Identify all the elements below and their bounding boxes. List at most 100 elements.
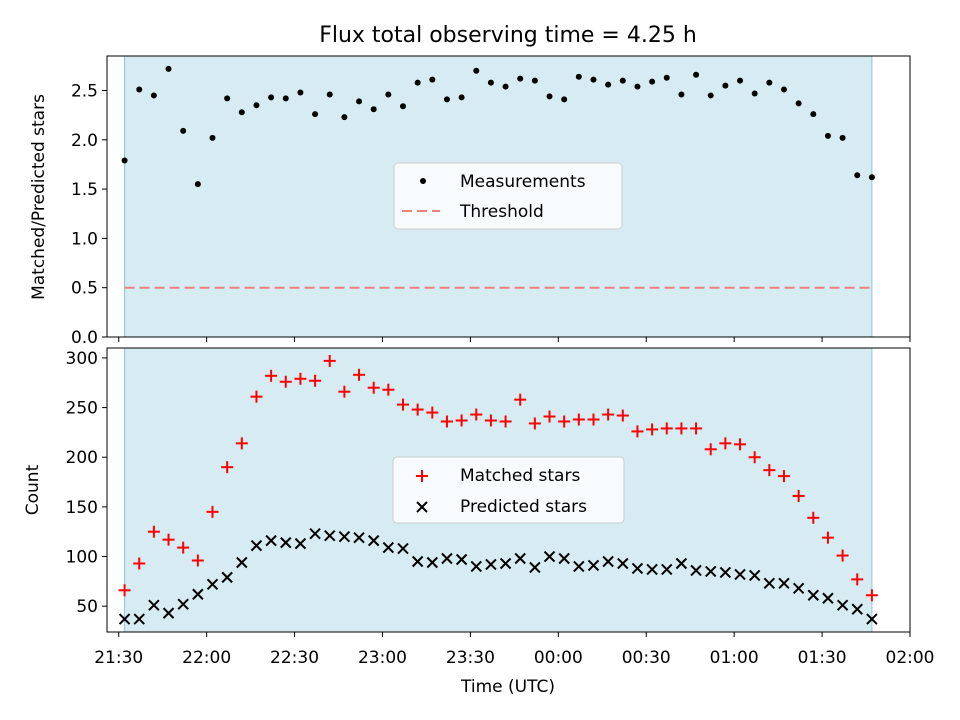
bottom-legend: Matched stars Predicted stars [392,456,625,524]
measurement-point [136,86,143,93]
predicted-star-point [748,569,761,582]
matched-star-point [338,385,351,398]
measurement-point [429,76,436,83]
x-tick-label: 00:30 [622,648,671,668]
predicted-star-point [236,556,248,569]
measurement-point [399,103,406,110]
predicted-star-point [866,613,878,625]
matched-star-point [177,541,190,554]
matched-star-point [602,408,615,421]
matched-star-point [323,354,336,367]
predicted-star-point [529,561,541,574]
measurement-point [370,106,377,113]
matched-star-point [631,425,644,438]
predicted-star-point [367,534,380,547]
measurement-point [341,114,348,121]
measurement-point [268,94,275,101]
legend-measurements-label: Measurements [460,172,586,192]
legend-threshold-label: Threshold [459,202,544,222]
matched-star-point [646,423,659,436]
predicted-star-point [162,607,175,619]
measurement-point [356,98,363,105]
y-tick-label: 200 [66,448,98,468]
matched-star-point [748,451,761,464]
y-tick-label: 300 [66,349,98,369]
matched-star-point [528,417,541,430]
predicted-star-point [265,534,277,547]
predicted-star-point [411,555,424,568]
legend-matched-label: Matched stars [460,466,580,486]
matched-star-point [763,464,776,477]
legend-matched-marker [416,470,428,482]
x-axis-label: Time (UTC) [460,677,555,697]
predicted-star-point [118,613,131,625]
predicted-star-point [499,557,512,570]
chart-title: Flux total observing time = 4.25 h [319,23,697,48]
measurement-point [780,86,787,93]
matched-star-point [133,557,146,570]
measurement-point [238,109,245,116]
bottom-y-axis-ticks: 50 100 150 200 250 300 [66,349,107,617]
matched-star-point [851,573,864,586]
measurement-point [751,90,758,97]
measurement-point [590,76,597,83]
matched-star-point [777,470,790,483]
measurement-point [575,73,582,80]
predicted-star-point [587,559,600,572]
matched-star-point [367,381,380,394]
x-tick-label: 22:00 [182,648,231,668]
y-tick-label: 2.0 [71,131,98,151]
x-tick-label: 01:30 [798,648,847,668]
x-tick-label: 02:00 [886,648,935,668]
x-tick-label: 21:30 [94,648,143,668]
predicted-star-point [382,541,395,554]
measurement-point [605,81,612,88]
measurement-point [282,95,289,102]
predicted-star-point [485,558,497,571]
matched-star-point [279,375,292,388]
matched-star-point [147,525,160,538]
predicted-star-point [250,539,263,552]
matched-star-point [865,589,878,602]
matched-star-point [250,390,263,403]
predicted-star-point [543,550,556,563]
predicted-star-point [690,564,702,577]
measurement-point [385,91,392,98]
matched-star-point [206,505,219,518]
y-tick-label: 100 [66,548,98,568]
predicted-star-point [807,589,819,601]
measurement-point [824,132,831,139]
matched-star-point [792,489,805,502]
predicted-star-point [778,577,790,590]
matched-star-point [719,437,732,450]
measurement-point [194,181,201,188]
matched-star-point [118,584,131,597]
bottom-legend-box [392,456,625,524]
top-y-axis-ticks: 0.0 0.5 1.0 1.5 2.0 2.5 [71,82,107,348]
measurement-point [517,75,524,82]
measurement-point [121,157,128,164]
measurement-point [326,91,333,98]
predicted-star-point [558,552,570,565]
predicted-star-point [617,557,629,570]
y-tick-label: 1.0 [71,229,98,249]
predicted-star-point [470,560,482,573]
predicted-star-point [514,552,526,565]
x-tick-label: 23:30 [446,648,495,668]
x-tick-label: 23:00 [358,648,407,668]
predicted-star-point [705,565,717,578]
measurement-point [312,111,319,118]
measurement-point [561,96,568,103]
matched-star-point [690,422,703,435]
matched-star-point [660,422,673,435]
predicted-star-point [836,599,849,611]
predicted-star-point [148,599,160,611]
predicted-star-point [177,598,189,610]
measurement-point [224,95,231,102]
measurement-point [634,83,641,90]
predicted-star-point [397,542,409,555]
measurement-point [458,94,465,101]
matched-star-point [265,369,278,382]
measurements-points [121,65,875,188]
